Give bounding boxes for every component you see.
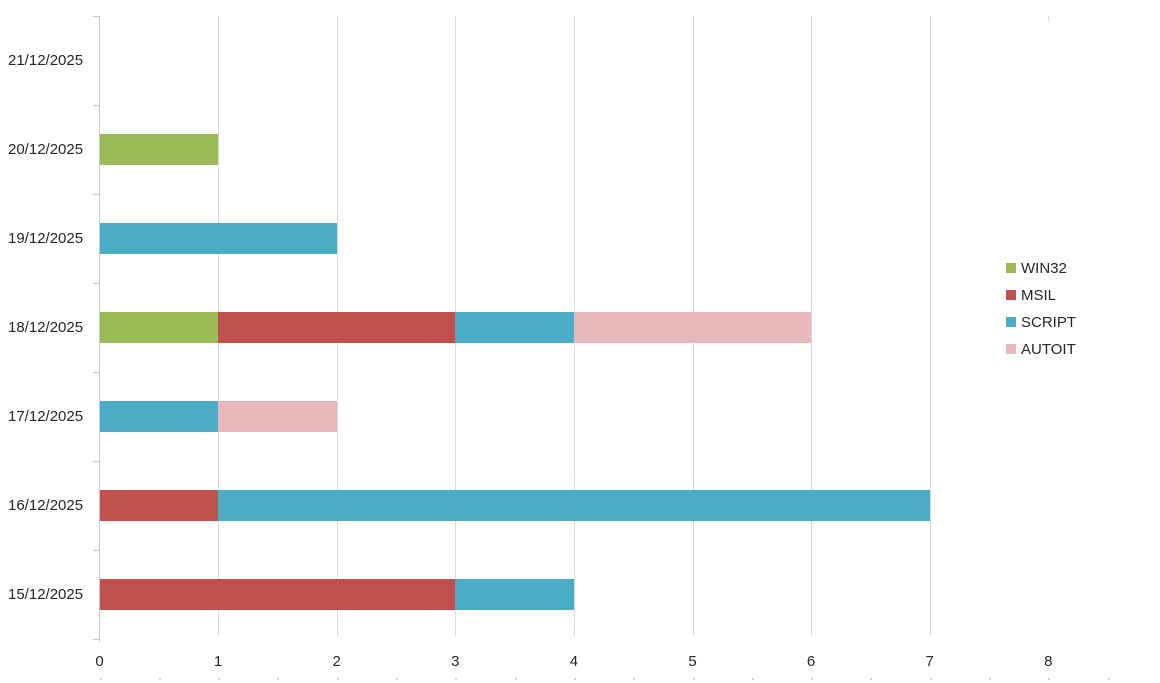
bar-segment-autoit xyxy=(573,312,812,343)
minor-tick xyxy=(811,678,814,680)
legend-item-autoit: AUTOIT xyxy=(1006,340,1076,358)
y-axis-label: 19/12/2025 xyxy=(8,229,84,247)
minor-tick xyxy=(1107,678,1110,680)
legend-label: WIN32 xyxy=(1021,259,1067,277)
bar-segment-script xyxy=(455,312,574,343)
legend-item-script: SCRIPT xyxy=(1006,313,1076,331)
category-tick xyxy=(92,105,99,106)
legend-label: SCRIPT xyxy=(1021,313,1077,331)
category-tick xyxy=(92,194,99,195)
y-axis-label: 18/12/2025 xyxy=(8,318,84,336)
bar-segment-win32 xyxy=(99,134,219,165)
gridline xyxy=(929,16,931,636)
legend-item-msil: MSIL xyxy=(1006,286,1056,304)
y-axis-label: 20/12/2025 xyxy=(8,140,84,158)
y-axis-label: 21/12/2025 xyxy=(8,51,84,69)
legend-swatch-icon xyxy=(1006,344,1016,354)
legend-swatch-icon xyxy=(1006,290,1016,300)
x-axis-tick-label: 8 xyxy=(1044,653,1053,670)
bar-segment-msil xyxy=(99,579,456,610)
gridline xyxy=(811,16,813,636)
bar-segment-win32 xyxy=(99,312,219,343)
category-tick xyxy=(92,639,99,640)
bar-segment-script xyxy=(99,401,219,432)
minor-tick xyxy=(573,678,576,680)
gridline xyxy=(1048,16,1050,21)
minor-tick xyxy=(277,678,280,680)
x-axis-tick-label: 6 xyxy=(806,653,816,670)
category-tick xyxy=(92,550,99,551)
minor-tick xyxy=(989,678,991,680)
bar-segment-script xyxy=(218,490,930,521)
minor-tick xyxy=(218,678,221,680)
category-tick xyxy=(92,461,99,462)
legend-item-win32: WIN32 xyxy=(1006,259,1067,277)
minor-tick xyxy=(514,678,517,680)
x-axis-tick-label: 3 xyxy=(451,653,460,670)
category-tick xyxy=(92,16,99,17)
category-tick xyxy=(92,283,99,284)
y-axis-label: 15/12/2025 xyxy=(8,585,84,603)
minor-tick xyxy=(455,678,458,680)
minor-tick xyxy=(751,678,754,680)
bar-segment-msil xyxy=(218,312,456,343)
legend-swatch-icon xyxy=(1006,263,1016,273)
category-tick xyxy=(92,372,99,373)
minor-tick xyxy=(929,678,932,680)
x-axis-tick-label: 2 xyxy=(332,653,341,670)
bar-segment-autoit xyxy=(218,401,337,432)
x-axis-tick-label: 4 xyxy=(569,653,579,670)
legend-label: AUTOIT xyxy=(1021,340,1076,358)
minor-tick xyxy=(396,678,398,680)
bar-segment-script xyxy=(99,223,337,254)
y-axis-label: 16/12/2025 xyxy=(8,496,84,514)
minor-tick xyxy=(1048,678,1051,680)
x-axis-tick-label: 5 xyxy=(688,653,697,670)
x-axis-tick-label: 1 xyxy=(213,653,223,670)
minor-tick xyxy=(692,678,695,680)
x-axis-tick-label: 0 xyxy=(95,653,104,670)
minor-tick xyxy=(336,678,339,680)
legend-swatch-icon xyxy=(1006,317,1016,327)
minor-tick xyxy=(633,678,636,680)
minor-tick xyxy=(99,678,102,680)
legend-label: MSIL xyxy=(1021,286,1057,304)
x-axis-tick-label: 7 xyxy=(925,653,934,670)
minor-tick xyxy=(158,678,161,680)
bar-segment-script xyxy=(455,579,574,610)
y-axis-label: 17/12/2025 xyxy=(8,407,84,425)
bar-segment-msil xyxy=(99,490,219,521)
minor-tick xyxy=(870,678,873,680)
category-axis-line xyxy=(98,16,100,642)
